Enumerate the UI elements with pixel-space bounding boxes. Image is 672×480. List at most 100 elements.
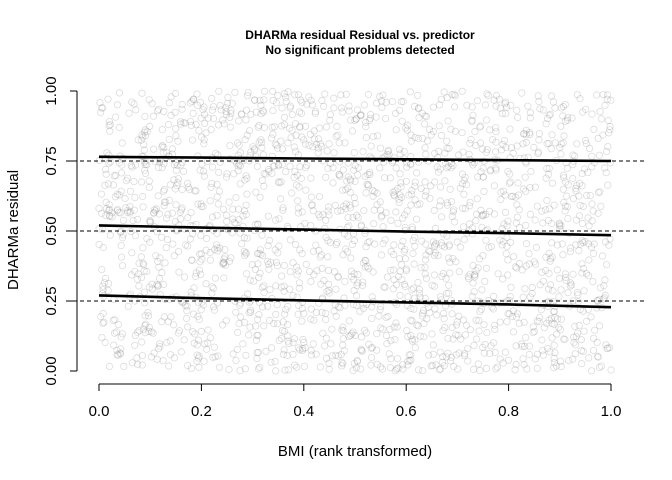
data-point [418,367,427,375]
data-point [337,104,346,112]
data-point [399,97,407,106]
data-point [172,201,180,209]
data-point [362,123,370,131]
data-point [260,108,268,116]
data-point [475,255,483,263]
data-point [353,211,361,219]
data-point [589,250,598,258]
data-point [280,327,289,336]
data-point [561,101,569,109]
data-point [520,318,528,326]
data-point [522,333,530,342]
data-point [413,201,422,209]
data-point [255,249,263,258]
data-point [396,191,404,199]
data-point [478,286,486,294]
data-point [278,104,286,112]
data-point [437,213,446,221]
data-point [280,287,288,295]
data-point [138,89,146,97]
data-point [504,167,512,176]
data-point [144,312,153,320]
data-point [397,242,405,250]
data-point [196,98,204,106]
data-point [538,336,546,344]
data-point [220,255,228,263]
data-point [401,255,409,263]
data-point [354,213,362,221]
data-point [587,367,596,375]
data-point [345,317,353,325]
data-point [436,197,444,205]
data-point [606,159,614,167]
data-point [315,124,324,132]
data-point [444,281,453,289]
data-point [208,106,216,114]
data-point [429,103,438,111]
data-point [171,89,180,98]
data-point [563,164,571,172]
data-point [149,145,158,153]
data-point [390,192,399,200]
data-point [286,162,294,170]
data-point [272,99,280,107]
data-point [560,174,568,182]
x-tick-label: 0.6 [396,403,417,420]
data-point [464,273,472,281]
data-point [233,345,241,354]
data-point [153,107,162,115]
data-point [337,91,345,99]
data-point [329,179,337,187]
data-point [422,240,430,248]
data-point [350,286,358,295]
data-point [366,171,374,179]
data-point [492,166,500,174]
data-point [141,112,149,121]
data-point [411,182,419,190]
data-point [307,346,315,355]
data-point [490,321,499,329]
data-point [332,351,340,359]
data-point [474,264,482,272]
data-point [509,328,518,336]
data-point [487,342,495,350]
data-point [487,243,495,251]
data-point [369,192,377,200]
data-point [582,105,590,113]
data-point [403,326,411,335]
data-point [549,98,558,106]
data-point [282,305,290,314]
data-point [342,186,350,194]
data-point [155,105,163,113]
data-point [239,212,247,220]
data-point [550,201,558,209]
data-point [476,307,484,315]
data-point [431,241,439,249]
data-point [314,135,323,143]
data-point [173,182,181,190]
data-point [548,179,557,187]
data-point [350,237,358,245]
data-point [557,222,565,230]
data-point [553,241,562,249]
data-point [461,350,469,358]
data-point [97,109,105,117]
data-point [593,338,601,347]
data-point [482,264,491,272]
data-point [140,141,148,149]
data-point [309,143,317,151]
data-point [334,352,342,360]
data-point [585,240,593,248]
data-point [280,261,288,270]
data-point [443,144,451,152]
data-point [541,206,550,214]
data-point [390,154,398,162]
data-point [328,352,336,360]
data-point [336,172,344,180]
data-point [404,357,412,365]
data-point [139,259,147,267]
data-point [404,361,412,369]
data-point [411,133,419,142]
data-point [591,326,599,334]
data-point [155,159,164,167]
